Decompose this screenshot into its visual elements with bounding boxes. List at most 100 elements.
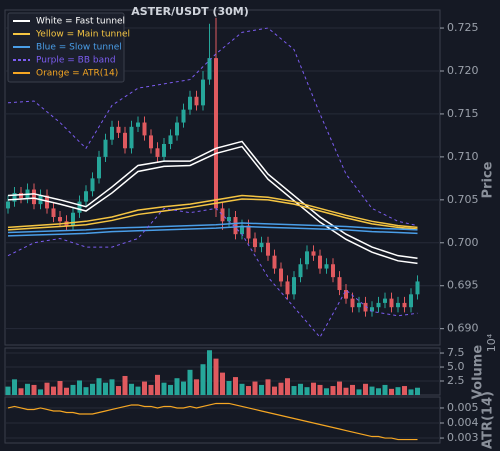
atr-panel: [4, 396, 441, 444]
candle-body: [12, 192, 17, 202]
candle-body: [253, 238, 257, 248]
volume-bar: [181, 381, 186, 395]
volume-bar: [304, 387, 310, 395]
candle-body: [220, 208, 225, 222]
indicator-line: [7, 207, 418, 339]
volume-bar: [5, 386, 11, 395]
volume-bar: [252, 381, 258, 395]
candle-body: [175, 122, 179, 136]
candle-body: [370, 307, 374, 312]
volume-bar: [291, 386, 297, 395]
candle-body: [6, 201, 10, 209]
candle-body: [266, 242, 270, 256]
candle-body: [168, 135, 173, 144]
candle-body: [116, 126, 121, 133]
y-tick-label: 0.700: [447, 236, 479, 249]
volume-bar: [57, 381, 63, 395]
y-axis-label: Price: [481, 161, 496, 198]
volume-bar: [402, 386, 407, 395]
volume-bar: [148, 384, 154, 395]
candle-body: [227, 217, 231, 222]
candle-body: [311, 251, 316, 256]
candle-body: [402, 302, 407, 308]
candle-body: [233, 217, 238, 235]
volume-bar: [389, 388, 394, 395]
candle-body: [45, 195, 49, 209]
volume-bar: [363, 383, 368, 395]
candle-body: [279, 268, 283, 282]
volume-bar: [161, 382, 167, 395]
candle-body: [19, 192, 23, 199]
volume-bar: [18, 388, 24, 395]
legend-label: Purple = BB band: [36, 56, 116, 66]
volume-bar: [265, 379, 271, 395]
y-axis-label: ATR(14): [481, 391, 496, 449]
chart-title: ASTER/USDT (30M): [131, 5, 249, 18]
volume-bar: [70, 384, 76, 395]
volume-bar: [174, 378, 180, 395]
candle-body: [344, 290, 348, 299]
candle-body: [90, 178, 95, 192]
volume-bar: [259, 384, 264, 395]
y-tick-label: 0.720: [447, 64, 479, 77]
candle-body: [214, 58, 218, 209]
candle-body: [246, 225, 251, 239]
candle-body: [51, 208, 56, 218]
y-tick-label: 0.004: [447, 416, 479, 429]
legend-label: Yellow = Main tunnel: [35, 30, 130, 40]
candle-body: [298, 264, 303, 278]
candle-body: [110, 126, 114, 140]
volume-bar: [317, 384, 323, 395]
volume-bar: [109, 379, 115, 395]
volume-bar: [408, 389, 414, 395]
volume-bar: [96, 378, 102, 395]
candle-body: [305, 251, 309, 265]
candle-body: [363, 302, 368, 312]
price-panel: [4, 9, 441, 346]
y-tick-label: 7.5: [447, 346, 465, 359]
volume-bar: [395, 387, 401, 395]
volume-bar: [369, 386, 375, 395]
candle-body: [58, 217, 62, 222]
volume-bar: [324, 388, 329, 395]
volume-bar: [239, 383, 245, 395]
atr-line: [7, 402, 418, 441]
volume-bar: [194, 379, 199, 395]
volume-bar: [187, 369, 193, 395]
volume-bar: [382, 384, 388, 395]
y-tick-label: 0.725: [447, 21, 479, 34]
volume-bar: [135, 386, 141, 395]
candle-body: [389, 298, 394, 308]
legend-label: Orange = ATR(14): [36, 69, 118, 79]
y-axis-label: Volume: [471, 345, 486, 400]
volume-bar: [38, 389, 43, 395]
volume-bar: [116, 386, 121, 395]
volume-bar: [246, 386, 251, 395]
volume-bar: [207, 350, 212, 395]
volume-bar: [272, 386, 277, 395]
volume-bar: [343, 387, 349, 395]
y-tick-label: 0.005: [447, 401, 479, 414]
volume-bar: [376, 388, 381, 395]
y-tick-label: 0.710: [447, 150, 479, 163]
volume-bar: [103, 382, 108, 395]
volume-bar: [298, 383, 303, 395]
volume-bar: [122, 375, 128, 395]
candle-body: [142, 122, 147, 136]
volume-bar: [233, 377, 238, 395]
volume-bar: [213, 358, 219, 395]
legend-label: White = Fast tunnel: [36, 17, 125, 27]
candle-body: [84, 191, 88, 202]
volume-bar: [155, 374, 160, 395]
volume-bar: [415, 387, 420, 395]
candle-body: [207, 58, 212, 80]
candle-body: [350, 298, 355, 308]
y-tick-label: 0.705: [447, 193, 479, 206]
y-tick-label: 0.715: [447, 107, 479, 120]
indicator-line: [7, 198, 418, 231]
candle-body: [415, 281, 420, 295]
candle-body: [383, 298, 387, 303]
candle-body: [357, 302, 361, 308]
candle-body: [71, 212, 75, 226]
